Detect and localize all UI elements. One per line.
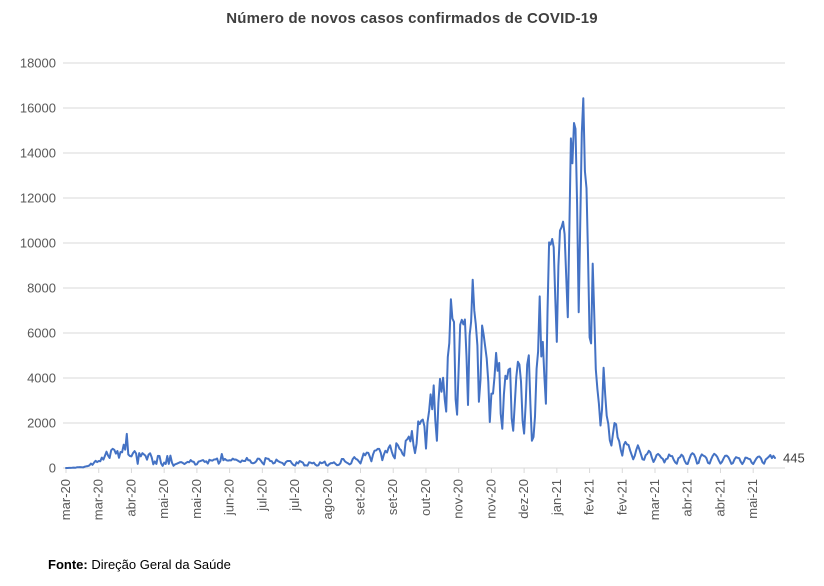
- y-tick-label: 18000: [20, 56, 56, 71]
- x-tick-label: set-20: [353, 479, 368, 515]
- x-tick-label: mai-20: [189, 479, 204, 519]
- x-tick-label: abr-20: [123, 479, 138, 517]
- chart-source: Fonte: Direção Geral da Saúde: [48, 557, 231, 572]
- y-tick-label: 10000: [20, 236, 56, 251]
- x-tick-label: mar-20: [58, 479, 73, 520]
- x-tick-label: mar-21: [647, 479, 662, 520]
- source-label: Fonte:: [48, 557, 88, 572]
- y-tick-label: 0: [49, 461, 56, 476]
- y-tick-label: 8000: [27, 281, 56, 296]
- x-tick-label: jan-21: [549, 479, 564, 516]
- x-tick-label: nov-20: [483, 479, 498, 519]
- y-tick-label: 6000: [27, 326, 56, 341]
- x-tick-label: abr-21: [712, 479, 727, 517]
- x-tick-label: jul-20: [254, 479, 269, 512]
- x-tick-label: ago-20: [320, 479, 335, 519]
- x-tick-label: abr-21: [680, 479, 695, 517]
- y-tick-label: 4000: [27, 371, 56, 386]
- x-tick-label: mar-20: [91, 479, 106, 520]
- x-tick-label: fev-21: [582, 479, 597, 515]
- x-tick-label: mai-21: [745, 479, 760, 519]
- x-tick-label: jul-20: [287, 479, 302, 512]
- end-value-label: 445: [783, 450, 805, 465]
- y-tick-label: 16000: [20, 101, 56, 116]
- x-tick-label: nov-20: [451, 479, 466, 519]
- y-tick-label: 2000: [27, 416, 56, 431]
- chart-title: Número de novos casos confirmados de COV…: [226, 10, 598, 27]
- x-tick-label: dez-20: [516, 479, 531, 519]
- chart-canvas: 0 2000 4000 6000 8000 10000 12000 14000 16000 180…: [20, 56, 805, 521]
- x-tick-label: set-20: [385, 479, 400, 515]
- y-tick-label: 14000: [20, 146, 56, 161]
- y-tick-label: 12000: [20, 191, 56, 206]
- data-line: [65, 97, 776, 469]
- x-tick-label: mai-20: [156, 479, 171, 519]
- x-tick-label: fev-21: [614, 479, 629, 515]
- x-tick-label: jun-20: [222, 479, 237, 516]
- x-tick-label: out-20: [418, 479, 433, 516]
- source-text: Direção Geral da Saúde: [91, 557, 231, 572]
